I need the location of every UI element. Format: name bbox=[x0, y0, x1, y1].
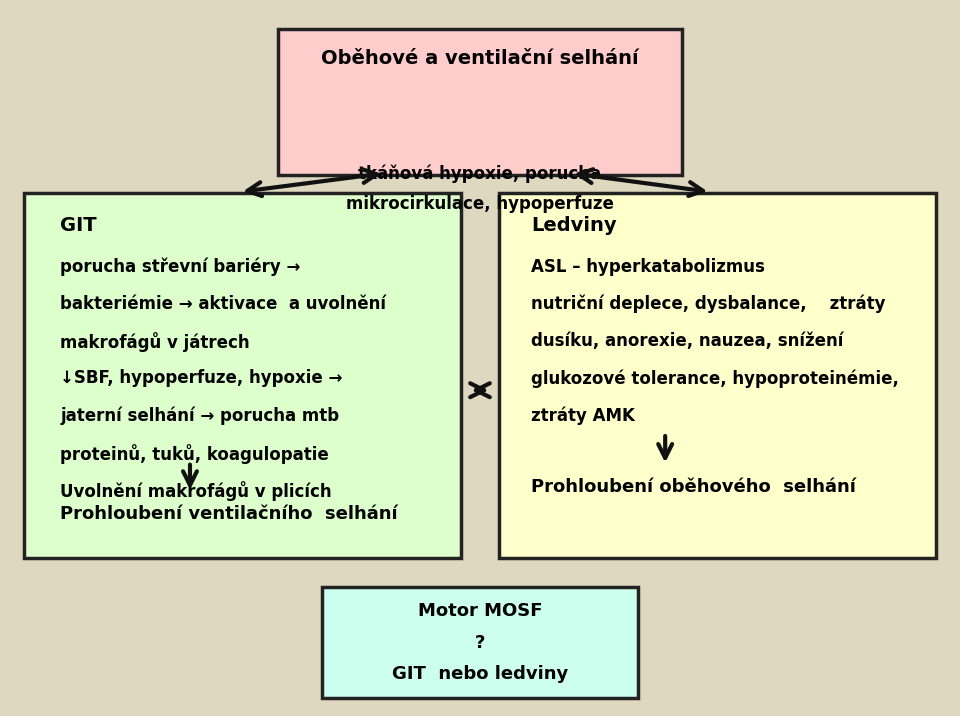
Text: Ledviny: Ledviny bbox=[531, 216, 616, 236]
Text: GIT  nebo ledviny: GIT nebo ledviny bbox=[392, 665, 568, 683]
Text: makrofágů v játrech: makrofágů v játrech bbox=[60, 332, 251, 352]
Text: Prohloubení ventilačního  selhání: Prohloubení ventilačního selhání bbox=[60, 505, 398, 523]
Text: proteinů, tuků, koagulopatie: proteinů, tuků, koagulopatie bbox=[60, 444, 329, 464]
Text: ?: ? bbox=[475, 634, 485, 652]
Text: GIT: GIT bbox=[60, 216, 97, 236]
Text: jaterní selhání → porucha mtb: jaterní selhání → porucha mtb bbox=[60, 407, 340, 425]
FancyBboxPatch shape bbox=[322, 587, 638, 698]
Text: glukozové tolerance, hypoproteinémie,: glukozové tolerance, hypoproteinémie, bbox=[531, 369, 899, 388]
Text: mikrocirkulace, hypoperfuze: mikrocirkulace, hypoperfuze bbox=[346, 195, 614, 213]
Text: Prohloubení oběhového  selhání: Prohloubení oběhového selhání bbox=[531, 478, 855, 496]
Text: bakteriémie → aktivace  a uvolnění: bakteriémie → aktivace a uvolnění bbox=[60, 295, 387, 313]
Text: tkáňová hypoxie, porucha: tkáňová hypoxie, porucha bbox=[358, 165, 602, 183]
Text: dusíku, anorexie, nauzea, snížení: dusíku, anorexie, nauzea, snížení bbox=[531, 332, 843, 350]
Text: ↓SBF, hypoperfuze, hypoxie →: ↓SBF, hypoperfuze, hypoxie → bbox=[60, 369, 343, 387]
Text: ztráty AMK: ztráty AMK bbox=[531, 407, 635, 425]
FancyBboxPatch shape bbox=[499, 193, 936, 558]
Text: Motor MOSF: Motor MOSF bbox=[418, 602, 542, 620]
Text: ASL – hyperkatabolizmus: ASL – hyperkatabolizmus bbox=[531, 258, 765, 276]
Text: nutriční deplece, dysbalance,    ztráty: nutriční deplece, dysbalance, ztráty bbox=[531, 295, 885, 314]
FancyBboxPatch shape bbox=[278, 29, 682, 175]
Text: Oběhové a ventilační selhání: Oběhové a ventilační selhání bbox=[322, 49, 638, 68]
Text: porucha střevní bariéry →: porucha střevní bariéry → bbox=[60, 258, 300, 276]
Text: Uvolnění makrofágů v plicích: Uvolnění makrofágů v plicích bbox=[60, 481, 332, 501]
FancyBboxPatch shape bbox=[24, 193, 461, 558]
